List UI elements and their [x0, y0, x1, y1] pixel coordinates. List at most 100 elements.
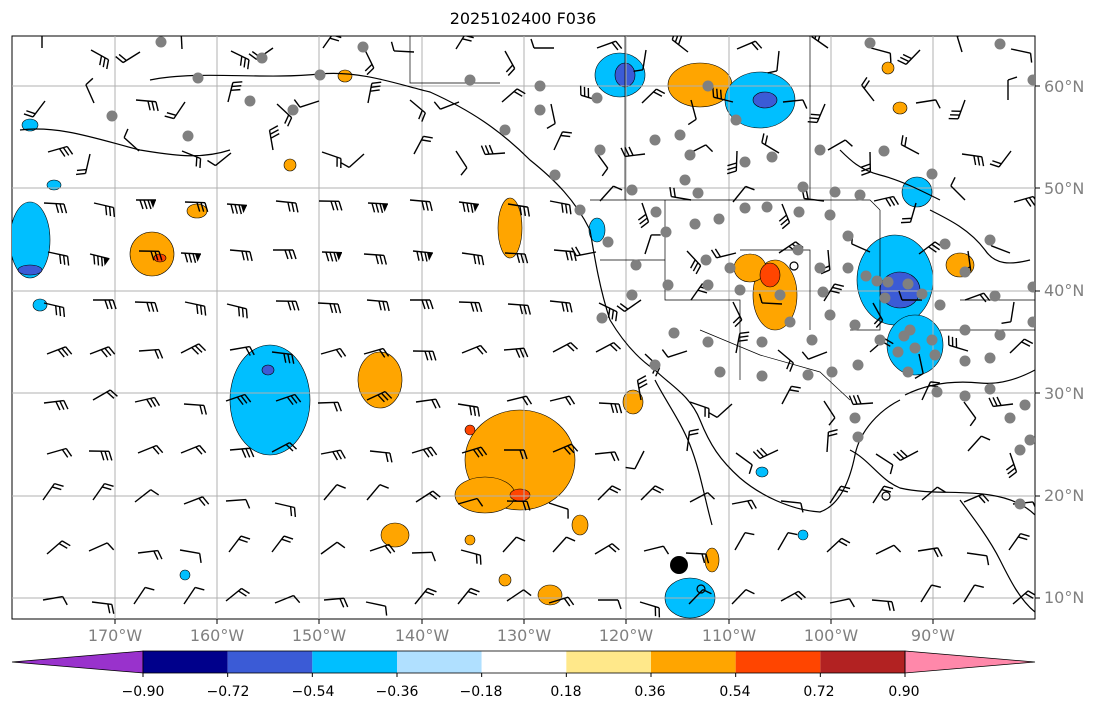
wind-barb — [1009, 338, 1034, 354]
wind-barb — [275, 393, 302, 406]
strong-positive-anomaly-region — [759, 262, 781, 288]
wind-barb — [967, 435, 991, 452]
station-marker — [761, 201, 773, 213]
colorbar-tick-label: −0.54 — [291, 684, 335, 700]
wind-barb — [712, 87, 734, 103]
station-marker — [939, 238, 951, 250]
negative-anomaly-region — [32, 298, 48, 312]
wind-barb — [671, 36, 689, 53]
wind-barb — [552, 341, 579, 353]
wind-barb — [183, 586, 205, 605]
wind-barb — [1007, 76, 1018, 100]
wind-barb — [620, 146, 646, 158]
station-marker — [860, 270, 872, 282]
lon-label-170w: 170°W — [87, 626, 143, 645]
negative-anomaly-region — [21, 118, 39, 132]
station-marker — [926, 168, 938, 180]
station-marker — [1014, 498, 1026, 510]
wind-barb — [829, 485, 851, 504]
wind-barb — [390, 41, 415, 53]
wind-barb — [504, 50, 516, 76]
wind-barb — [458, 301, 483, 312]
wind-barb — [921, 486, 946, 501]
negative-anomaly-region — [901, 176, 933, 208]
wind-barb — [229, 249, 253, 262]
station-marker — [926, 334, 938, 346]
wind-barb — [639, 601, 661, 618]
wind-barb — [966, 552, 990, 566]
wind-barb — [897, 49, 921, 66]
wind-barb — [455, 36, 474, 50]
station-marker — [959, 355, 971, 367]
wind-barb — [501, 88, 526, 103]
open-circle-marker — [881, 491, 891, 501]
station-marker — [106, 110, 118, 122]
wind-barb — [88, 542, 115, 552]
positive-anomaly-region — [892, 101, 908, 115]
wind-barb — [276, 103, 293, 127]
station-marker — [756, 336, 768, 348]
station-marker — [155, 36, 167, 48]
gridlines — [12, 36, 1035, 619]
wind-barb — [275, 300, 300, 311]
wind-barb — [42, 482, 64, 501]
station-marker — [984, 383, 996, 395]
station-marker — [534, 80, 546, 92]
station-marker — [854, 189, 866, 201]
station-marker — [591, 92, 603, 104]
station-marker — [909, 342, 921, 354]
wind-barb — [964, 292, 991, 303]
station-marker — [626, 289, 638, 301]
wind-barb — [411, 446, 438, 458]
wind-barb — [963, 493, 990, 504]
positive-anomaly-region — [464, 534, 476, 546]
wind-barb — [410, 299, 434, 310]
colorbar-tick-label: 0.36 — [634, 684, 666, 700]
colorbar-segment — [312, 651, 397, 673]
lon-label-90w: 90°W — [910, 626, 956, 645]
station-marker — [549, 169, 561, 181]
wind-barb — [669, 187, 692, 201]
wind-barb — [180, 343, 207, 355]
station-marker — [182, 130, 194, 142]
station-marker — [784, 316, 796, 328]
wind-barb — [777, 531, 798, 551]
wind-barb — [598, 599, 622, 610]
station-marker — [730, 114, 742, 126]
positive-anomaly-region — [283, 158, 297, 172]
wind-barb — [225, 498, 251, 509]
station-markers — [106, 36, 1035, 510]
wind-barb — [134, 301, 159, 312]
wind-barb — [898, 290, 922, 301]
wind-barb — [829, 598, 855, 608]
wind-barb — [363, 347, 390, 358]
wind-barb — [685, 552, 710, 564]
wind-barb — [46, 540, 71, 555]
wind-barb — [594, 451, 620, 462]
wind-barb — [367, 202, 389, 213]
wind-barb — [93, 202, 116, 218]
wind-barb — [409, 99, 426, 122]
colorbar-tick-label: −0.18 — [459, 684, 503, 700]
station-marker — [1027, 74, 1035, 86]
colorbar-segment — [651, 651, 736, 673]
wind-barb — [93, 299, 117, 310]
station-marker — [852, 431, 864, 443]
station-marker — [864, 37, 876, 49]
wind-barb — [810, 36, 829, 49]
colorbar-tick-label: 0.72 — [803, 684, 835, 700]
lat-label-60n: 60°N — [1044, 77, 1085, 96]
positive-anomaly-region — [380, 522, 410, 548]
strong-negative-anomaly-region — [752, 91, 778, 109]
wind-barb — [950, 177, 966, 201]
station-marker — [714, 366, 726, 378]
station-marker — [630, 259, 642, 271]
wind-barb — [293, 99, 320, 108]
wind-barb — [457, 497, 484, 507]
wind-barb — [137, 444, 164, 455]
positive-anomaly-region — [337, 69, 353, 83]
wind-barb — [320, 449, 346, 461]
station-marker — [574, 204, 586, 216]
wind-barb — [457, 403, 480, 417]
